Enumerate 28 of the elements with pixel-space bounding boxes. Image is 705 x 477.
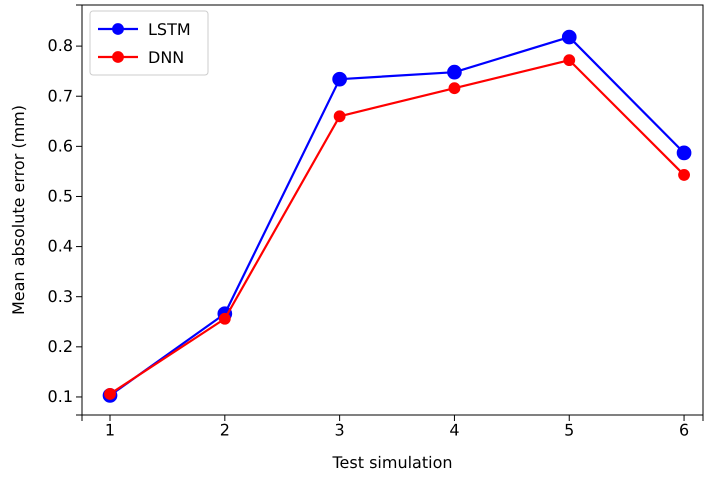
point bbox=[218, 312, 231, 325]
x-tick-label: 1 bbox=[104, 420, 116, 440]
y-tick-label: 0.5 bbox=[48, 186, 73, 206]
legend-label: LSTM bbox=[148, 20, 191, 39]
y-tick-label: 0.1 bbox=[48, 387, 73, 406]
point bbox=[563, 54, 576, 66]
y-axis-title: Mean absolute error (mm) bbox=[9, 104, 28, 316]
x-tick-label: 2 bbox=[220, 420, 230, 440]
y-tick-label: 0.8 bbox=[48, 36, 73, 56]
y-tick-label: 0.6 bbox=[48, 136, 73, 156]
point bbox=[332, 72, 347, 87]
x-tick-label: 3 bbox=[334, 420, 345, 440]
y-tick-label: 0.4 bbox=[48, 236, 73, 256]
point bbox=[562, 30, 577, 44]
x-tick-label: 6 bbox=[678, 420, 690, 440]
point bbox=[678, 169, 690, 181]
y-tick-label: 0.3 bbox=[48, 286, 73, 306]
point bbox=[104, 388, 116, 400]
y-tick-label: 0.7 bbox=[48, 86, 73, 106]
point bbox=[334, 110, 346, 122]
x-tick-label: 5 bbox=[564, 420, 574, 440]
point bbox=[676, 146, 692, 160]
point bbox=[447, 64, 462, 80]
y-tick-label: 0.2 bbox=[48, 336, 73, 356]
x-axis-title: Test simulation bbox=[332, 453, 452, 472]
x-tick-label: 4 bbox=[449, 420, 460, 440]
point bbox=[448, 82, 460, 94]
legend-label: DNN bbox=[148, 48, 184, 67]
